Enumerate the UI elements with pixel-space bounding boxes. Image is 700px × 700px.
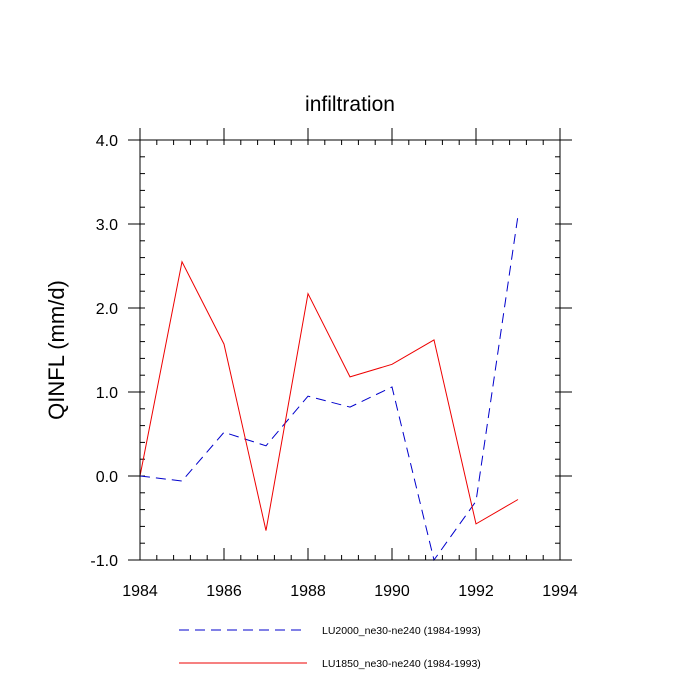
y-tick-label: 0.0 <box>96 469 118 486</box>
y-tick-label: 4.0 <box>96 133 118 150</box>
x-tick-label: 1984 <box>122 583 158 600</box>
legend-label-2: LU1850_ne30-ne240 (1984-1993) <box>322 658 481 670</box>
legend-label-1: LU2000_ne30-ne240 (1984-1993) <box>322 625 481 637</box>
y-tick-label: 1.0 <box>96 385 118 402</box>
series-line-1 <box>139 215 519 562</box>
x-tick-label: 1986 <box>206 583 242 600</box>
x-tick-label: 1992 <box>458 583 494 600</box>
series-line-2 <box>139 260 519 531</box>
chart-title: infiltration <box>305 93 395 116</box>
legend: LU2000_ne30-ne240 (1984-1993) LU1850_ne30… <box>179 625 481 670</box>
y-axis-label: QINFL (mm/d) <box>44 280 69 420</box>
x-tick-label: 1994 <box>542 583 578 600</box>
x-tick-label: 1990 <box>374 583 410 600</box>
y-tick-label: 2.0 <box>96 301 118 318</box>
y-tick-labels: -1.0 0.0 1.0 2.0 3.0 4.0 <box>90 133 118 570</box>
series-lines <box>139 215 519 562</box>
plot-frame <box>139 139 561 561</box>
y-tick-label: 3.0 <box>96 217 118 234</box>
major-ticks <box>128 128 572 561</box>
x-tick-label: 1988 <box>290 583 326 600</box>
y-tick-label: -1.0 <box>90 553 118 570</box>
minor-ticks <box>139 139 561 561</box>
x-tick-labels: 1984 1986 1988 1990 1992 1994 <box>122 583 578 600</box>
